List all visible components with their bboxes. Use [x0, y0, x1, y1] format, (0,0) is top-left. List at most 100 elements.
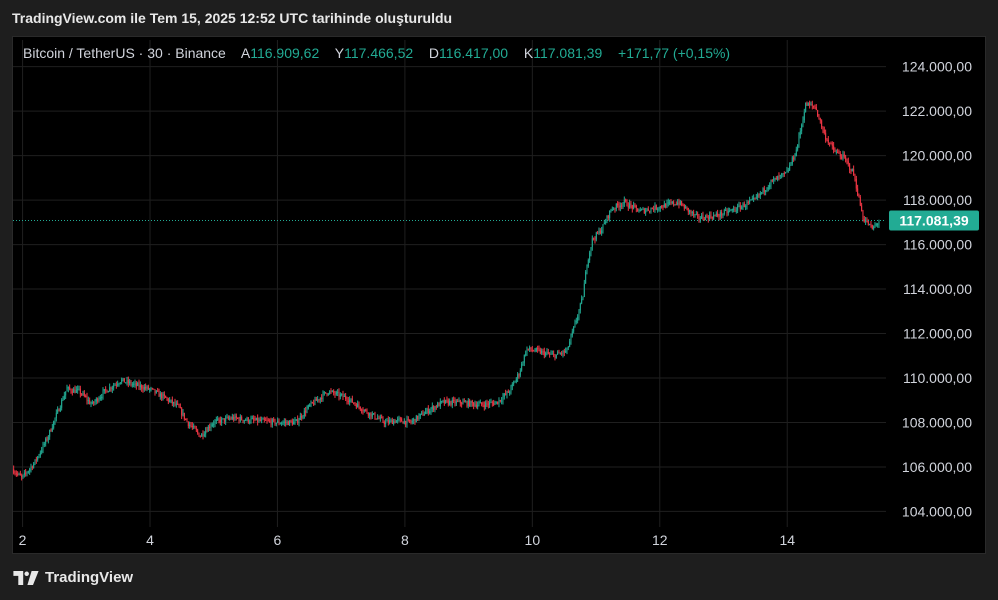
candle-body	[791, 157, 793, 164]
high-label: Y	[334, 45, 345, 61]
candle-body	[819, 118, 821, 121]
candle-body	[117, 384, 119, 386]
candle-body	[319, 397, 321, 401]
candle-body	[238, 418, 240, 422]
candle-body	[298, 420, 300, 424]
candle-body	[842, 154, 844, 159]
candle-body	[798, 134, 800, 145]
candle-body	[602, 224, 604, 231]
candle-body	[142, 388, 144, 390]
candle-body	[702, 215, 704, 219]
candle-body	[570, 335, 572, 342]
candle-body	[825, 132, 827, 140]
candle-body	[255, 417, 257, 421]
candle-body	[870, 224, 872, 226]
candle-body	[841, 156, 843, 159]
candle-body	[526, 348, 528, 355]
chart-panel[interactable]	[12, 36, 986, 554]
candle-body	[837, 151, 839, 153]
y-tick-label: 106.000,00	[902, 459, 972, 475]
candle-body	[749, 200, 751, 203]
candle-body	[839, 153, 841, 157]
candle-body	[691, 211, 693, 214]
candle-body	[479, 402, 481, 404]
candle-body	[239, 416, 241, 422]
candle-body	[534, 351, 536, 353]
tradingview-logo[interactable]: TradingView	[13, 569, 133, 586]
candle-body	[537, 348, 539, 350]
y-tick-label: 104.000,00	[902, 503, 972, 519]
candle-body	[575, 320, 577, 323]
candle-body	[713, 215, 715, 219]
candle-body	[623, 199, 625, 204]
candle-body	[647, 208, 649, 211]
candle-body	[399, 418, 401, 420]
candle-body	[55, 412, 57, 419]
candle-body	[18, 473, 20, 475]
candle-body	[343, 396, 345, 398]
candle-body	[23, 472, 25, 475]
candle-body	[487, 403, 489, 405]
candle-body	[287, 421, 289, 426]
candle-body	[426, 408, 428, 412]
candle-body	[462, 401, 464, 405]
candle-body	[738, 205, 740, 207]
candle-body	[446, 399, 448, 401]
candle-body	[458, 400, 460, 402]
candle-body	[782, 173, 784, 175]
candle-body	[406, 419, 408, 425]
candle-body	[654, 205, 656, 211]
candle-body	[843, 154, 845, 157]
candle-body	[222, 418, 224, 420]
candle-body	[147, 386, 149, 390]
symbol-legend: Bitcoin / TetherUS · 30 · Binance A116.9…	[23, 45, 730, 61]
candle-body	[335, 392, 337, 395]
candle-body	[129, 381, 131, 384]
candle-body	[759, 192, 761, 196]
candle-body	[779, 175, 781, 177]
candle-body	[89, 400, 91, 404]
candle-body	[625, 199, 627, 201]
candle-body	[107, 391, 109, 393]
candle-body	[261, 419, 263, 421]
candle-body	[754, 197, 756, 199]
candle-body	[609, 210, 611, 219]
candle-body	[687, 207, 689, 212]
candle-body	[627, 206, 629, 208]
candle-body	[475, 404, 477, 407]
candle-body	[341, 393, 343, 395]
candle-body	[614, 208, 616, 210]
candle-body	[79, 388, 81, 394]
candle-body	[29, 468, 31, 472]
candle-body	[867, 221, 869, 225]
candle-body	[787, 170, 789, 172]
candle-body	[375, 418, 377, 420]
candle-body	[723, 210, 725, 215]
candle-body	[309, 404, 311, 406]
candle-body	[633, 204, 635, 209]
candle-body	[863, 219, 865, 222]
candle-body	[34, 459, 36, 464]
candle-body	[486, 402, 488, 404]
candle-body	[323, 392, 325, 394]
candle-body	[126, 379, 128, 383]
candle-body	[469, 400, 471, 407]
candle-body	[631, 205, 633, 209]
candle-body	[61, 400, 63, 408]
candle-body	[551, 353, 553, 355]
candle-body	[62, 399, 64, 401]
candle-body	[799, 131, 801, 135]
candle-body	[118, 383, 120, 385]
candle-body	[675, 204, 677, 206]
candle-body	[123, 378, 125, 383]
candle-body	[83, 393, 85, 396]
candle-body	[542, 350, 544, 352]
candle-body	[581, 298, 583, 304]
candle-body	[274, 419, 276, 425]
candle-body	[530, 347, 532, 350]
candle-body	[785, 172, 787, 174]
candle-body	[30, 466, 32, 469]
candle-body	[53, 421, 55, 428]
candle-body	[373, 413, 375, 415]
